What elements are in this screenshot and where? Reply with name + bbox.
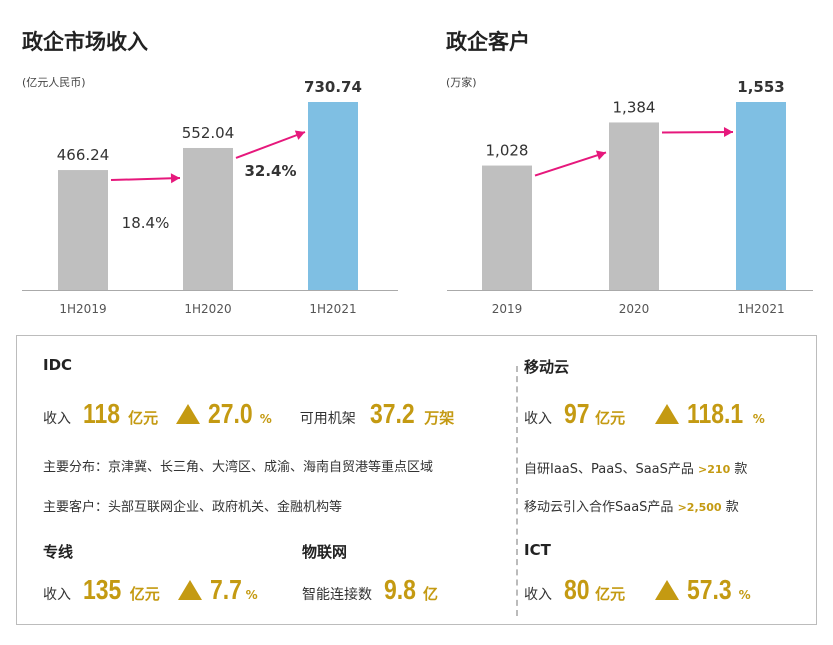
dedicated-growth-unit: % <box>245 588 258 602</box>
dedicated-revenue-row: 收入 135 亿元 7.7 % <box>43 574 258 606</box>
data-label-1H2021: 730.74 <box>304 78 362 96</box>
ict-revenue-unit: 亿元 <box>595 585 626 603</box>
x-tick-1H2021: 1H2021 <box>309 302 356 316</box>
ict-title: ICT <box>524 541 551 559</box>
mobile-cloud-line1: 自研IaaS、PaaS、SaaS产品 >210 款 <box>524 458 747 477</box>
mobile-cloud-revenue-label: 收入 <box>524 411 552 427</box>
data-label-1H2020: 552.04 <box>182 124 235 142</box>
iot-label: 智能连接数 <box>302 587 372 603</box>
mobile-cloud-line2-suffix: 款 <box>725 500 739 515</box>
idc-revenue-label: 收入 <box>43 411 71 427</box>
growth-arrow <box>235 131 306 159</box>
chart1-unit: (亿元人民币) <box>22 76 86 89</box>
x-tick-2019: 2019 <box>492 302 523 316</box>
up-triangle-icon <box>177 580 202 600</box>
idc-revenue-unit: 亿元 <box>128 409 159 427</box>
mobile-cloud-line2: 移动云引入合作SaaS产品 >2,500 款 <box>524 496 739 515</box>
growth-arrow <box>534 151 607 177</box>
mobile-cloud-growth-unit: % <box>752 412 765 426</box>
growth-arrow <box>110 176 181 182</box>
mobile-cloud-title: 移动云 <box>524 358 570 376</box>
idc-growth-unit: % <box>259 412 272 426</box>
mobile-cloud-line2-prefix: 移动云引入合作SaaS产品 <box>524 500 674 515</box>
mobile-cloud-line1-highlight: >210 <box>698 463 731 476</box>
x-tick-2020: 2020 <box>619 302 650 316</box>
up-triangle-icon <box>655 404 680 424</box>
bar-2019 <box>482 165 532 290</box>
bar-1H2019 <box>58 170 108 290</box>
idc-revenue-value: 118 <box>83 398 121 429</box>
mobile-cloud-line1-prefix: 自研IaaS、PaaS、SaaS产品 <box>524 462 694 477</box>
business-summary-panel: IDC 收入 118 亿元 27.0 % 可用机架 37.2 万架 主要分布：京… <box>16 335 817 625</box>
chart2-title: 政企客户 <box>446 30 530 54</box>
x-tick-1H2020: 1H2020 <box>184 302 231 316</box>
x-tick-1H2019: 1H2019 <box>59 302 106 316</box>
bar-1H2021 <box>308 102 358 290</box>
ict-revenue-row: 收入 80 亿元 57.3 % <box>524 574 751 606</box>
bar-1H2020 <box>183 147 233 290</box>
idc-revenue-row: 收入 118 亿元 27.0 % 可用机架 37.2 万架 <box>43 398 454 430</box>
revenue-chart: 466.24 1H2019 552.04 1H2020 730.74 1H2021 18.4… <box>22 78 398 316</box>
x-tick-1H2021: 1H2021 <box>737 302 784 316</box>
iot-value: 9.8 <box>384 574 416 605</box>
iot-title: 物联网 <box>302 543 348 561</box>
idc-distribution: 主要分布：京津冀、长三角、大湾区、成渝、海南自贸港等重点区域 <box>43 460 434 475</box>
dedicated-growth-value: 7.7 <box>209 574 242 605</box>
chart1-title: 政企市场收入 <box>22 30 148 54</box>
iot-row: 智能连接数 9.8 亿 <box>302 574 438 606</box>
arrow-head-icon <box>595 150 606 160</box>
chart2-unit: (万家) <box>446 76 477 89</box>
dedicated-revenue-unit: 亿元 <box>129 585 160 603</box>
up-triangle-icon <box>655 580 680 600</box>
idc-racks-unit: 万架 <box>424 409 455 427</box>
idc-racks-label: 可用机架 <box>299 411 356 427</box>
dedicated-revenue-label: 收入 <box>43 587 71 603</box>
data-label-2019: 1,028 <box>486 142 529 160</box>
ict-growth-value: 57.3 <box>687 574 732 605</box>
mobile-cloud-revenue-unit: 亿元 <box>595 409 626 427</box>
data-label-2020: 1,384 <box>613 98 656 116</box>
mobile-cloud-line2-highlight: >2,500 <box>677 501 722 514</box>
panel-divider <box>516 366 518 616</box>
customers-chart: 1,028 2019 1,384 2020 1,553 1H2021 <box>447 78 813 316</box>
mobile-cloud-line1-suffix: 款 <box>734 462 748 477</box>
ict-revenue-label: 收入 <box>524 587 552 603</box>
ict-growth-unit: % <box>738 588 751 602</box>
arrow-head-icon <box>294 130 305 140</box>
idc-title: IDC <box>43 356 73 374</box>
iot-unit: 亿 <box>422 585 438 603</box>
arrow-head-icon <box>170 173 180 184</box>
bar-2020 <box>609 122 659 290</box>
bar-1H2021 <box>736 102 786 290</box>
data-label-1H2019: 466.24 <box>57 146 110 164</box>
growth-label: 32.4% <box>244 162 296 180</box>
data-label-1H2021: 1,553 <box>737 78 784 96</box>
dedicated-revenue-value: 135 <box>83 574 122 605</box>
dedicated-title: 专线 <box>43 543 74 561</box>
ict-revenue-value: 80 <box>564 574 590 605</box>
mobile-cloud-revenue-value: 97 <box>564 398 590 429</box>
mobile-cloud-revenue-row: 收入 97 亿元 118.1 % <box>524 398 765 430</box>
idc-customers: 主要客户：头部互联网企业、政府机关、金融机构等 <box>43 500 343 515</box>
up-triangle-icon <box>176 404 201 424</box>
mobile-cloud-growth-value: 118.1 <box>687 398 744 429</box>
arrow-head-icon <box>723 127 733 138</box>
growth-label: 18.4% <box>122 214 170 232</box>
idc-growth-value: 27.0 <box>208 398 253 429</box>
idc-racks-value: 37.2 <box>369 398 415 429</box>
